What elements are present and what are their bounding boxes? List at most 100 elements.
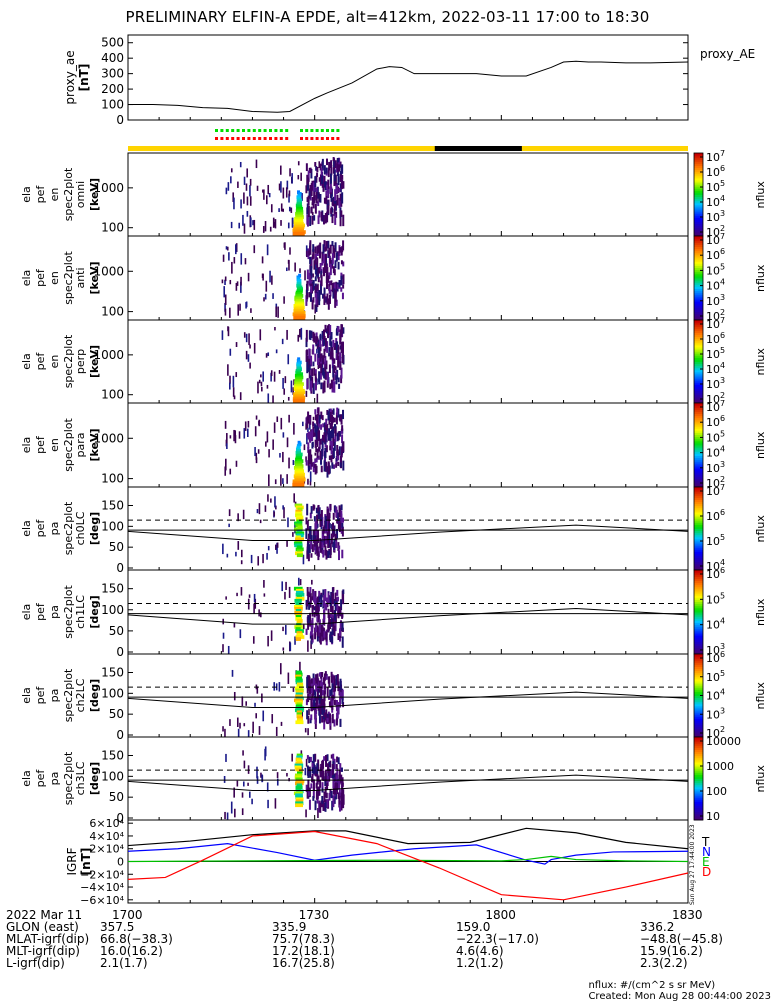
red-marker xyxy=(263,137,267,140)
ela-pef-en-spec2plot-anti-colorbar-cell xyxy=(694,267,703,271)
spectrogram-cell xyxy=(338,795,341,805)
spectrogram-cell xyxy=(324,671,327,676)
ela-pef-en-spec2plot-para-colorbar-cell xyxy=(694,447,703,450)
spectrogram-noise xyxy=(285,581,287,591)
ela-pef-pa-spec2plot-ch0LC-colorbar-cell xyxy=(694,493,703,496)
spectrogram-noise xyxy=(224,811,226,820)
spectrogram-cell xyxy=(313,689,316,696)
ela-pef-pa-spec2plot-ch3LC-bg xyxy=(128,737,688,820)
spectrogram-cell xyxy=(340,447,343,458)
ela-pef-en-spec2plot-para-colorbar-cell xyxy=(694,459,703,463)
spectrogram-cell xyxy=(339,621,342,629)
spectrogram-cell xyxy=(316,245,319,254)
spectrogram-cell xyxy=(329,619,332,630)
spectrogram-cell xyxy=(332,753,335,761)
spectrogram-noise xyxy=(270,204,273,213)
spectrogram-cell xyxy=(338,505,341,518)
spectrogram-cell xyxy=(308,791,311,796)
spectrogram-cell xyxy=(323,791,326,798)
spectrogram-cell xyxy=(325,445,328,453)
spectrogram-cell xyxy=(324,545,327,556)
spectrogram-cell xyxy=(321,516,324,527)
spectrogram-noise xyxy=(305,422,307,430)
ela-pef-pa-spec2plot-ch0LC-colorbar-cell xyxy=(694,505,703,509)
spectrogram-cell xyxy=(333,719,336,727)
spectrogram-core xyxy=(294,521,303,526)
spectrogram-cell xyxy=(321,181,324,188)
orbit-info-value: 15.9(16.2) xyxy=(640,944,703,958)
spectrogram-noise xyxy=(225,458,227,471)
spectrogram-cell xyxy=(320,676,323,687)
spectrogram-cell xyxy=(341,174,344,180)
spectrogram-noise xyxy=(250,554,253,564)
orbit-info-value: 1700 xyxy=(112,908,143,922)
spectrogram-core xyxy=(294,527,303,532)
spectrogram-cell xyxy=(314,689,317,698)
spectrogram-noise xyxy=(289,642,292,652)
spectrogram-cell xyxy=(330,591,333,599)
spectrogram-noise xyxy=(286,329,288,340)
ela-pef-pa-spec2plot-ch0LC-colorbar-cell xyxy=(694,499,703,503)
spectrogram-cell xyxy=(313,699,316,709)
spectrogram-core xyxy=(295,613,303,617)
red-marker xyxy=(285,137,289,140)
ela-pef-pa-spec2plot-ch0LC-colorbar-cell xyxy=(694,547,703,550)
spectrogram-noise xyxy=(273,221,276,227)
spectrogram-noise xyxy=(253,343,256,354)
proxy-ae-legend: proxy_AE xyxy=(700,47,755,61)
spectrogram-core xyxy=(294,625,303,629)
ela-pef-en-spec2plot-perp-colorbar-tick-label: 105 xyxy=(706,346,725,361)
spectrogram-noise xyxy=(243,760,246,769)
spectrogram-noise xyxy=(315,445,317,453)
spectrogram-cell xyxy=(327,523,330,535)
spectrogram-cell xyxy=(324,324,327,333)
spectrogram-cell xyxy=(315,507,318,514)
spectrogram-cell xyxy=(330,754,333,759)
ela-pef-en-spec2plot-omni-colorbar-cell xyxy=(694,209,703,212)
spectrogram-noise xyxy=(243,223,246,234)
spectrogram-noise xyxy=(282,626,284,632)
spectrogram-cell xyxy=(310,285,313,293)
ela-pef-en-spec2plot-anti-colorbar-cell xyxy=(694,242,703,245)
ela-pef-pa-spec2plot-ch1LC-colorbar-cell xyxy=(694,620,703,623)
ela-pef-pa-spec2plot-ch0LC-colorbar-cell xyxy=(694,553,703,556)
spectrogram-cell xyxy=(340,414,343,422)
spectrogram-noise xyxy=(282,451,284,463)
spectrogram-noise xyxy=(284,625,287,635)
spectrogram-noise xyxy=(299,268,301,273)
ela-pef-en-spec2plot-omni-colorbar-cell xyxy=(694,175,703,179)
ela-pef-pa-spec2plot-ch2LC-colorbar-tick-label: 104 xyxy=(706,688,725,703)
spectrogram-noise xyxy=(228,252,230,261)
ela-pef-pa-spec2plot-ch2LC-colorbar-cell xyxy=(694,672,703,676)
green-marker xyxy=(320,129,324,132)
spectrogram-cell xyxy=(337,355,340,364)
spectrogram-noise xyxy=(305,245,308,256)
spectrogram-cell xyxy=(341,636,344,648)
ela-pef-pa-spec2plot-ch1LC-colorbar-cell xyxy=(694,584,703,588)
ela-pef-en-spec2plot-anti-colorbar-tick-label: 103 xyxy=(706,293,725,308)
spectrogram-noise xyxy=(260,381,263,387)
ela-pef-pa-spec2plot-ch2LC-colorbar-cell xyxy=(694,716,703,719)
ela-pef-en-spec2plot-anti-colorbar-tick-label: 105 xyxy=(706,262,725,277)
ela-pef-pa-spec2plot-ch0LC-colorbar-tick-label: 104 xyxy=(706,558,725,573)
spectrogram-cell xyxy=(325,549,328,560)
spectrogram-cell xyxy=(309,449,312,462)
spectrogram-core xyxy=(296,631,303,635)
spectrogram-cell xyxy=(315,622,318,633)
spectrogram-cell xyxy=(306,203,309,209)
spectrogram-noise xyxy=(314,452,317,456)
ela-pef-pa-spec2plot-ch3LC-colorbar-label: nflux xyxy=(754,765,767,793)
ela-pef-pa-spec2plot-ch1LC-colorbar-cell xyxy=(694,628,703,632)
spectrogram-cell xyxy=(336,369,339,380)
spectrogram-cell xyxy=(339,462,342,468)
orbit-info-row: GLON (east) 357.5 335.9 159.0 336.2 xyxy=(0,920,775,934)
igrf-T-line xyxy=(127,827,689,850)
ela-pef-en-spec2plot-anti-colorbar-cell xyxy=(694,317,703,321)
ela-pef-en-spec2plot-anti-colorbar-cell xyxy=(694,244,703,247)
ela-pef-pa-spec2plot-ch1LC-colorbar-cell xyxy=(694,633,703,636)
spectrogram-noise xyxy=(273,682,276,691)
spectrogram-cell xyxy=(316,636,319,642)
spectrogram-cell xyxy=(327,462,330,475)
ela-pef-en-spec2plot-anti-colorbar-cell xyxy=(694,288,703,292)
